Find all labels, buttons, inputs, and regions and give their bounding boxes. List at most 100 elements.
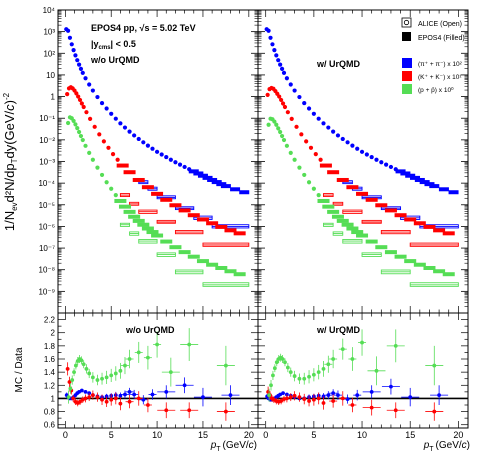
rapidity-tail: | < 0.5 (111, 39, 136, 49)
xlabel-right-c: c (462, 440, 467, 451)
epos-data-point (150, 146, 155, 151)
epos-data-bar (394, 213, 407, 218)
epos-data-bar (197, 173, 208, 178)
ratio-right-frame (257, 312, 469, 429)
legend-proton-marker (402, 84, 412, 94)
ratio-data-point (223, 363, 228, 368)
epos-data-point (80, 70, 85, 75)
ratio-data-point (67, 380, 72, 384)
ratio-data-point (432, 363, 437, 368)
ylabel-prefix: 1/N (2, 211, 17, 231)
epos-data-point (274, 53, 279, 58)
epos-data-point (78, 133, 84, 139)
epos-data-point (364, 152, 369, 157)
ratio-data-point (340, 396, 345, 401)
epos-data-point (359, 149, 365, 154)
epos-data-point (313, 151, 318, 157)
epos-data-point (77, 97, 83, 103)
ratio-y-tick-label: 1.2 (44, 381, 56, 390)
epos-data-point (168, 157, 173, 162)
ratio-data-point (201, 395, 205, 400)
ratio-data-point (271, 373, 275, 378)
ratio-data-point (164, 408, 169, 413)
epos-data-bar (375, 245, 388, 250)
epos-data-bar (114, 198, 127, 203)
epos-data-bar (423, 266, 436, 271)
epos-data-bar (448, 190, 459, 195)
epos-data-point (279, 133, 285, 139)
epos-data-point (141, 140, 146, 145)
epos-data-point (270, 42, 275, 47)
epos-data-bar (356, 233, 369, 238)
epos-data-bar (322, 204, 335, 209)
ratio-data-point (113, 371, 118, 376)
legend-proton-label: (p + p̄) x 10⁰ (418, 86, 454, 94)
epos-data-bar (224, 269, 237, 274)
epos-data-point (355, 146, 360, 151)
xlabel-right-close: ) (467, 440, 470, 451)
ratio-data-point (136, 396, 141, 401)
epos-data-point (281, 70, 287, 75)
epos-data-point (316, 116, 321, 121)
epos-data-point (173, 160, 178, 165)
epos-data-point (304, 139, 309, 144)
epos-data-point (106, 145, 111, 150)
epos-data-point (71, 48, 76, 53)
epos-data-point (97, 132, 102, 137)
epos-data-point (67, 35, 73, 40)
epos-data-bar (118, 204, 131, 209)
epos-data-point (182, 164, 187, 170)
ratio-data-point (437, 393, 442, 398)
epos-data-point (95, 94, 100, 100)
ratio-data-point (83, 396, 88, 401)
ratio-data-point (345, 397, 350, 401)
ratio-data-point (307, 399, 311, 403)
legend-epos-label: EPOS4 (Filled) (418, 35, 465, 42)
y-tick-label: 10² (43, 49, 55, 58)
epos-data-bar (346, 185, 359, 190)
ratio-data-point (182, 383, 187, 388)
epos-data-point (115, 157, 120, 162)
epos-data-point (80, 137, 85, 143)
epos-data-point (288, 150, 293, 155)
ratio-data-point (123, 392, 127, 397)
ratio-data-point (104, 375, 109, 380)
epos-data-bar (146, 230, 159, 235)
epos-data-point (177, 162, 183, 167)
epos-data-point (164, 154, 169, 160)
epos-data-point (379, 160, 384, 165)
ratio-data-point (109, 373, 114, 378)
epos-data-bar (206, 262, 219, 267)
epos-data-point (73, 122, 78, 127)
epos-data-bar (419, 180, 430, 185)
epos-data-bar (220, 184, 231, 189)
epos-data-bar (169, 203, 182, 208)
epos-data-bar (384, 208, 397, 213)
legend-epos-marker (402, 32, 411, 41)
epos-data-point (104, 180, 109, 185)
spectra-right-frame (257, 9, 469, 314)
ratio-right-panel-label: w/ UrQMD (316, 325, 361, 335)
y-tick-label: 10⁴ (43, 6, 56, 15)
ratio-data-point (278, 392, 283, 397)
ratio-data-point (87, 395, 92, 400)
epos-data-point (278, 129, 283, 135)
epos-data-bar (404, 259, 417, 264)
epos-data-bar (346, 226, 359, 231)
epos-data-point (79, 101, 84, 106)
ratio-y-tick-label: 1.8 (44, 342, 56, 351)
ratio-data-point (187, 342, 192, 347)
epos-data-bar (319, 163, 332, 168)
ratio-data-point (73, 363, 78, 368)
ratio-data-point (393, 343, 398, 348)
rapidity-y: |y (91, 39, 99, 49)
ratio-data-point (374, 368, 379, 373)
ratio-data-point (79, 388, 84, 393)
epos-data-point (77, 62, 82, 67)
y-tick-label: 1 (51, 93, 56, 102)
epos-data-bar (336, 218, 349, 223)
rapidity-subscript: cms (99, 45, 112, 51)
spectra-left-frame (57, 9, 259, 314)
ratio-y-tick-label: 1.6 (44, 355, 56, 364)
epos-data-point (132, 133, 137, 138)
